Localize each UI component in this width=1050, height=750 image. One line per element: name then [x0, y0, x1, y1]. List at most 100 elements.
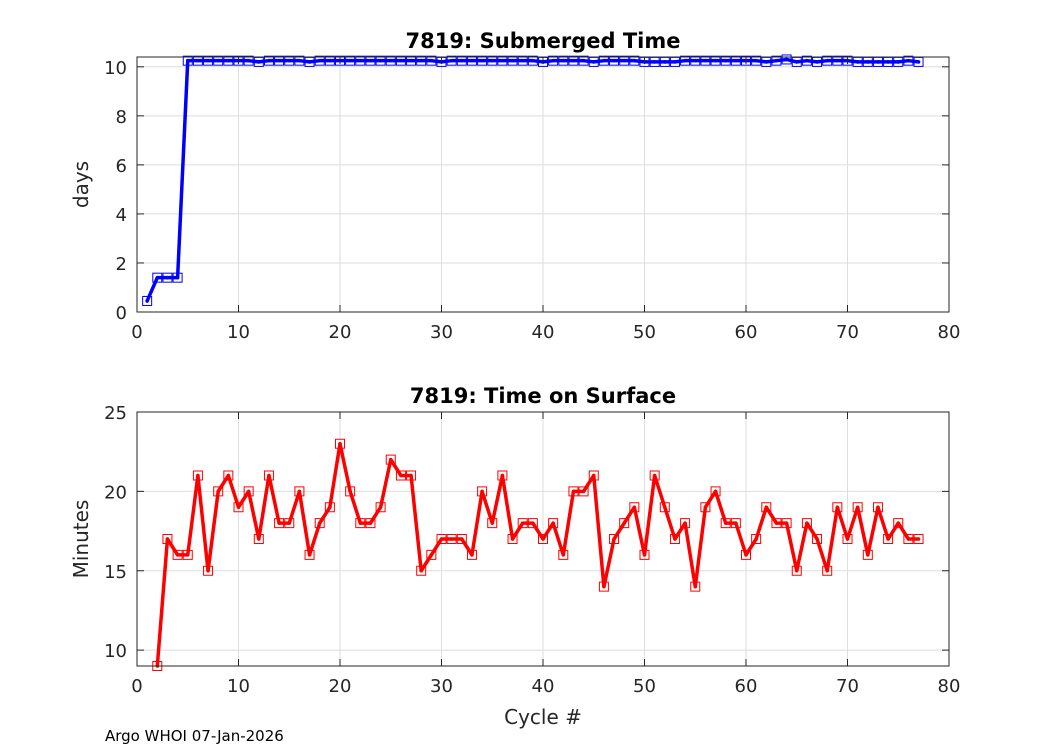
surface-time-data-point [324, 502, 335, 513]
surface-time-data-dot [388, 457, 393, 462]
submerged-time-data-point [213, 55, 224, 66]
surface-time-xtick-label: 30 [430, 676, 453, 697]
submerged-time-data-point [527, 55, 538, 66]
surface-time-data-dot [734, 521, 738, 525]
submerged-time-xtick-label: 50 [633, 322, 656, 343]
surface-time-data-dot [673, 537, 677, 541]
submerged-time-title: 7819: Submerged Time [405, 29, 680, 53]
submerged-time-data-point [345, 55, 356, 66]
surface-time-data-point [314, 518, 325, 529]
submerged-time-data-point [324, 55, 335, 66]
submerged-time-data-dot [196, 58, 200, 63]
surface-time-data-point [893, 518, 904, 529]
submerged-time-data-point [365, 55, 376, 66]
surface-time-data-dot [916, 537, 921, 541]
surface-time-data-dot [500, 473, 505, 478]
surface-time-data-dot [531, 521, 535, 525]
submerged-time-xtick-label: 30 [430, 322, 453, 343]
submerged-time-data-dot [713, 58, 718, 63]
surface-time-data-dot [652, 473, 657, 478]
submerged-time-data-point [548, 55, 559, 66]
surface-time-ytick-label: 25 [104, 403, 127, 424]
submerged-time-data-dot [419, 58, 424, 63]
surface-time-data-point [274, 518, 285, 529]
surface-time-data-dot [429, 553, 434, 557]
surface-time-data-dot [277, 521, 281, 525]
submerged-time-data-dot [551, 58, 555, 63]
surface-time-data-dot [368, 521, 373, 525]
submerged-time-data-point [507, 55, 518, 66]
surface-time-data-dot [520, 521, 525, 525]
surface-time-series [152, 438, 924, 671]
surface-time-xtick-label: 40 [532, 676, 555, 697]
submerged-time-data-point [578, 55, 589, 66]
surface-time-data-dot [581, 489, 586, 494]
surface-time-data-point [903, 534, 914, 544]
submerged-time-data-dot [358, 58, 363, 63]
submerged-time-data-point [142, 295, 153, 306]
surface-time-data-point [497, 470, 508, 481]
surface-time-data-point [588, 470, 599, 481]
surface-time-data-point [406, 470, 417, 481]
surface-time-data-dot [713, 489, 718, 494]
submerged-time-data-point [162, 272, 173, 283]
surface-time-data-point [781, 518, 792, 529]
submerged-time-data-dot [378, 58, 383, 63]
surface-time-data-dot [328, 505, 332, 510]
submerged-time-xtick-label: 70 [836, 322, 859, 343]
surface-time-data-dot [561, 553, 566, 557]
surface-time-data-dot [784, 521, 789, 525]
surface-time-data-dot [896, 521, 901, 525]
surface-time-data-dot [226, 473, 231, 478]
surface-time-data-dot [774, 521, 779, 525]
submerged-time-data-point [730, 55, 741, 66]
surface-time-data-dot [196, 473, 200, 478]
surface-time-data-dot [703, 505, 708, 510]
submerged-time-data-dot [591, 60, 596, 64]
submerged-time-ytick-label: 10 [104, 58, 127, 79]
submerged-time-data-dot [368, 58, 373, 63]
surface-time-data-dot [307, 553, 312, 557]
surface-time-data-dot [246, 489, 251, 494]
surface-time-data-point [791, 565, 802, 576]
submerged-time-data-dot [145, 299, 149, 303]
submerged-time-data-point [903, 55, 914, 66]
surface-time-data-point [872, 502, 883, 513]
submerged-time-data-dot [480, 58, 484, 63]
surface-time-data-point [223, 470, 234, 481]
surface-time-data-point [842, 534, 853, 544]
submerged-time-data-dot [774, 58, 779, 63]
submerged-time-data-dot [561, 58, 566, 63]
surface-time-data-point [680, 518, 691, 529]
submerged-time-data-point [751, 55, 762, 66]
surface-time-data-point [609, 534, 620, 544]
submerged-time-data-point [335, 55, 345, 66]
surface-time-data-dot [439, 537, 444, 541]
submerged-time-data-point [690, 55, 701, 66]
submerged-time-data-dot [663, 60, 667, 64]
surface-time-data-dot [480, 489, 484, 494]
surface-time-data-point [182, 549, 193, 560]
surface-time-data-dot [449, 537, 454, 541]
submerged-time-series [142, 54, 924, 306]
surface-time-data-point [822, 565, 833, 576]
surface-time-data-dot [622, 521, 626, 525]
surface-time-data-point [416, 565, 427, 576]
surface-time-data-dot [165, 537, 170, 541]
submerged-time-data-point [416, 55, 427, 66]
surface-time-data-dot [886, 537, 890, 541]
surface-time-data-dot [693, 584, 698, 589]
surface-time-ylabel: Minutes [69, 500, 93, 579]
submerged-time-data-dot [632, 58, 637, 63]
surface-time-data-point [466, 549, 477, 560]
submerged-time-xtick-label: 60 [735, 322, 758, 343]
surface-time-data-dot [399, 473, 403, 478]
submerged-time-data-point [203, 55, 214, 66]
surface-time-data-point [527, 518, 538, 529]
submerged-time-data-point [314, 55, 325, 66]
submerged-time-data-dot [206, 58, 210, 63]
surface-time-data-point [477, 486, 488, 497]
submerged-time-data-dot [866, 60, 870, 64]
submerged-time-data-point [710, 55, 721, 66]
submerged-time-data-dot [886, 60, 890, 64]
